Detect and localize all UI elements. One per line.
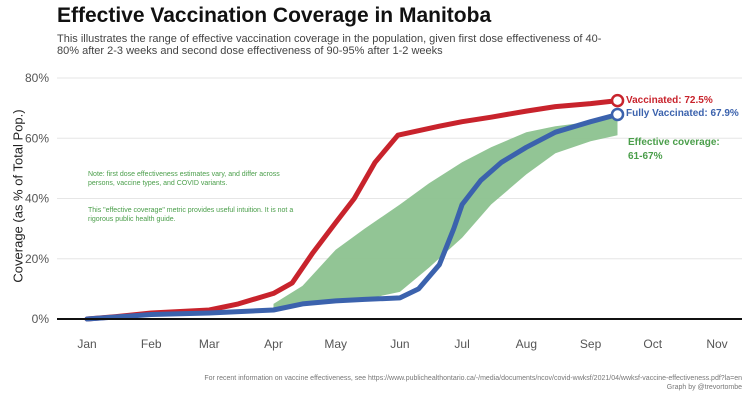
x-tick-label: Oct	[643, 337, 662, 351]
y-tick-label: 80%	[25, 71, 49, 85]
endpoint-markers	[610, 93, 625, 122]
x-tick-label: Jun	[390, 337, 409, 351]
x-tick-label: Apr	[264, 337, 283, 351]
effective-coverage-area	[273, 117, 618, 309]
vaccinated-label: Vaccinated: 72.5%	[626, 95, 713, 106]
note-effectiveness: Note: first dose effectiveness estimates…	[88, 171, 280, 187]
fully-vaccinated-label: Fully Vaccinated: 67.9%	[626, 108, 739, 119]
footer-credit: Graph by @trevortombe	[666, 384, 742, 391]
fully-vaccinated-line	[84, 112, 620, 322]
x-tick-label: Jan	[77, 337, 96, 351]
x-tick-label: Sep	[580, 337, 602, 351]
tick-labels: 0% 20% 40% 60% 80% Jan Feb Mar Apr May Jun Jul Aug Se…	[25, 71, 728, 351]
y-axis-label: Coverage (as % of Total Pop.)	[10, 109, 26, 283]
effective-coverage-label-line2: 61-67%	[628, 151, 663, 162]
x-tick-label: Nov	[706, 337, 727, 351]
chart-subtitle: This illustrates the range of effective …	[57, 33, 602, 57]
series-lines	[84, 98, 620, 322]
y-tick-label: 0%	[32, 312, 50, 326]
x-tick-label: Mar	[199, 337, 220, 351]
y-tick-label: 40%	[25, 192, 49, 206]
effective-coverage-label-line1: Effective coverage:	[628, 137, 720, 148]
effective-coverage-label: Effective coverage: 61-67%	[628, 136, 720, 164]
note-intuition: This "effective coverage" metric provide…	[88, 207, 294, 223]
effective-coverage-band	[273, 117, 618, 309]
fully-vaccinated-endpoint	[610, 107, 625, 122]
x-tick-label: Jul	[454, 337, 469, 351]
vaccinated-endpoint	[610, 93, 625, 108]
chart-title: Effective Vaccination Coverage in Manito…	[57, 4, 492, 27]
x-tick-label: Aug	[516, 337, 537, 351]
y-tick-label: 20%	[25, 252, 49, 266]
x-tick-label: May	[324, 337, 347, 351]
footer-source: For recent information on vaccine effect…	[204, 375, 742, 382]
y-tick-label: 60%	[25, 131, 49, 145]
x-tick-label: Feb	[141, 337, 162, 351]
